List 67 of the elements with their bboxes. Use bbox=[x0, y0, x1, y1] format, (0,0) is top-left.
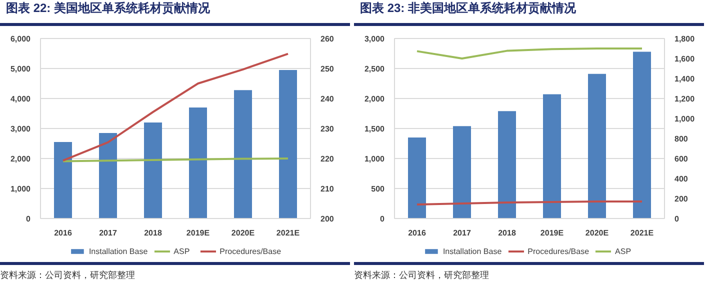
y-tick-label: 5,000 bbox=[10, 64, 32, 74]
y2-tick-label: 210 bbox=[320, 184, 334, 194]
bar bbox=[189, 108, 207, 218]
y2-tick-label: 1,400 bbox=[674, 74, 696, 84]
text: 资料来源：公司资料，研究部整理 bbox=[0, 269, 135, 282]
y2-tick-label: 0 bbox=[674, 214, 680, 224]
x-tick-label: 2016 bbox=[54, 228, 72, 238]
y-tick-label: 6,000 bbox=[10, 34, 32, 44]
bar bbox=[144, 122, 162, 218]
y-tick-label: 2,000 bbox=[364, 94, 386, 104]
chart-title: 图表 23: 非美国地区单系统耗材贡献情况 bbox=[360, 0, 576, 17]
x-tick-label: 2016 bbox=[408, 228, 426, 238]
y2-tick-label: 1,000 bbox=[674, 114, 696, 124]
y-tick-label: 2,000 bbox=[10, 154, 32, 164]
bar bbox=[633, 52, 651, 218]
y2-tick-label: 800 bbox=[674, 134, 688, 144]
x-tick-label: 2019E bbox=[186, 228, 210, 238]
y-tick-label: 3,000 bbox=[364, 34, 386, 44]
y-tick-label: 4,000 bbox=[10, 94, 32, 104]
legend-label: ASP bbox=[615, 246, 632, 256]
legend-label: Procedures/Base bbox=[528, 246, 590, 256]
bar bbox=[498, 111, 516, 218]
y2-tick-label: 240 bbox=[320, 94, 334, 104]
legend-label: Installation Base bbox=[442, 246, 502, 256]
bar bbox=[234, 90, 252, 218]
y-tick-label: 1,000 bbox=[364, 154, 386, 164]
bar bbox=[453, 126, 471, 218]
legend-label: Installation Base bbox=[88, 246, 148, 256]
y2-tick-label: 230 bbox=[320, 124, 334, 134]
x-tick-label: 2017 bbox=[99, 228, 118, 238]
x-tick-label: 2018 bbox=[498, 228, 516, 238]
x-tick-label: 2019E bbox=[540, 228, 564, 238]
y-tick-label: 0 bbox=[26, 214, 32, 224]
y2-tick-label: 200 bbox=[674, 194, 688, 204]
y-tick-label: 0 bbox=[380, 214, 386, 224]
bar bbox=[543, 94, 561, 218]
bar bbox=[99, 133, 117, 218]
bar bbox=[279, 70, 297, 218]
text: 资料来源：公司资料，研究部整理 bbox=[354, 269, 489, 282]
bar bbox=[54, 142, 72, 218]
y2-tick-label: 250 bbox=[320, 64, 334, 74]
chart-title: 图表 22: 美国地区单系统耗材贡献情况 bbox=[6, 0, 210, 17]
line-series bbox=[416, 48, 643, 60]
y2-tick-label: 1,800 bbox=[674, 34, 696, 44]
y2-tick-label: 260 bbox=[320, 34, 334, 44]
x-tick-label: 2017 bbox=[453, 228, 472, 238]
y2-tick-label: 1,600 bbox=[674, 54, 696, 64]
legend-label: ASP bbox=[174, 246, 191, 256]
x-tick-label: 2020E bbox=[585, 228, 610, 238]
y-tick-label: 2,500 bbox=[364, 64, 386, 74]
x-tick-label: 2018 bbox=[144, 228, 162, 238]
y-tick-label: 500 bbox=[371, 184, 386, 194]
x-tick-label: 2021E bbox=[630, 228, 654, 238]
y2-tick-label: 200 bbox=[320, 214, 334, 224]
bar bbox=[588, 74, 606, 218]
y2-tick-label: 600 bbox=[674, 154, 688, 164]
line-series bbox=[62, 52, 289, 162]
bar bbox=[408, 138, 426, 218]
y2-tick-label: 400 bbox=[674, 174, 688, 184]
x-tick-label: 2021E bbox=[276, 228, 300, 238]
y2-tick-label: 1,200 bbox=[674, 94, 696, 104]
y-tick-label: 3,000 bbox=[10, 124, 32, 134]
x-tick-label: 2020E bbox=[231, 228, 256, 238]
y-tick-label: 1,000 bbox=[10, 184, 32, 194]
y-tick-label: 1,500 bbox=[364, 124, 386, 134]
legend-label: Procedures/Base bbox=[220, 246, 282, 256]
y2-tick-label: 220 bbox=[320, 154, 334, 164]
